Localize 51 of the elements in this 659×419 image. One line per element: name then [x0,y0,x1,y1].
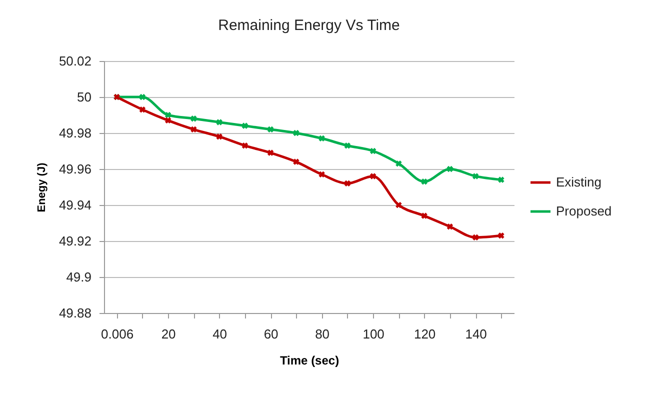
x-tick-label: 100 [362,326,384,342]
point [139,94,146,100]
y-tick-label: 50.02 [58,54,92,68]
point [344,142,351,149]
point [396,202,402,208]
point [421,178,428,185]
x-tick-label: 60 [264,326,278,342]
x-tick-label: 140 [465,326,487,342]
y-tick-label: 49.92 [58,234,92,248]
point [318,171,325,178]
point [344,180,351,187]
point [139,106,146,113]
point [370,173,376,180]
point [472,234,479,241]
point [267,150,274,156]
point [242,122,248,129]
x-tick-label: 20 [161,326,176,342]
y-axis-title: Enegy (J) [36,162,48,212]
point [190,126,197,133]
point [164,117,172,124]
point [318,135,325,142]
point [190,115,197,122]
y-tick-label: 49.88 [58,306,92,320]
point [370,148,376,154]
point [293,158,300,165]
point [216,119,222,126]
chart-title: Remaining Energy Vs Time [218,17,400,34]
y-tick-label: 50 [77,90,92,104]
point [242,142,248,149]
point [498,232,504,239]
point [472,173,479,180]
point [164,112,172,118]
y-tick-label: 49.98 [58,126,92,140]
legend-label: Proposed [556,204,612,218]
point [446,166,454,172]
point [498,176,504,183]
x-tick-label: 40 [212,326,228,342]
x-tick-label: 0.006 [101,326,134,342]
legend-label: Existing [556,174,602,190]
x-tick-label: 120 [414,326,436,342]
point [267,126,274,133]
point [421,212,428,219]
y-tick-label: 49.96 [58,162,92,176]
y-tick-label: 49.9 [66,270,92,284]
point [293,130,300,136]
y-tick-label: 49.94 [58,198,92,212]
x-axis-title: Time (sec) [280,354,340,368]
point [396,160,402,167]
point [216,133,222,140]
point [446,223,454,230]
x-tick-label: 80 [315,326,330,342]
